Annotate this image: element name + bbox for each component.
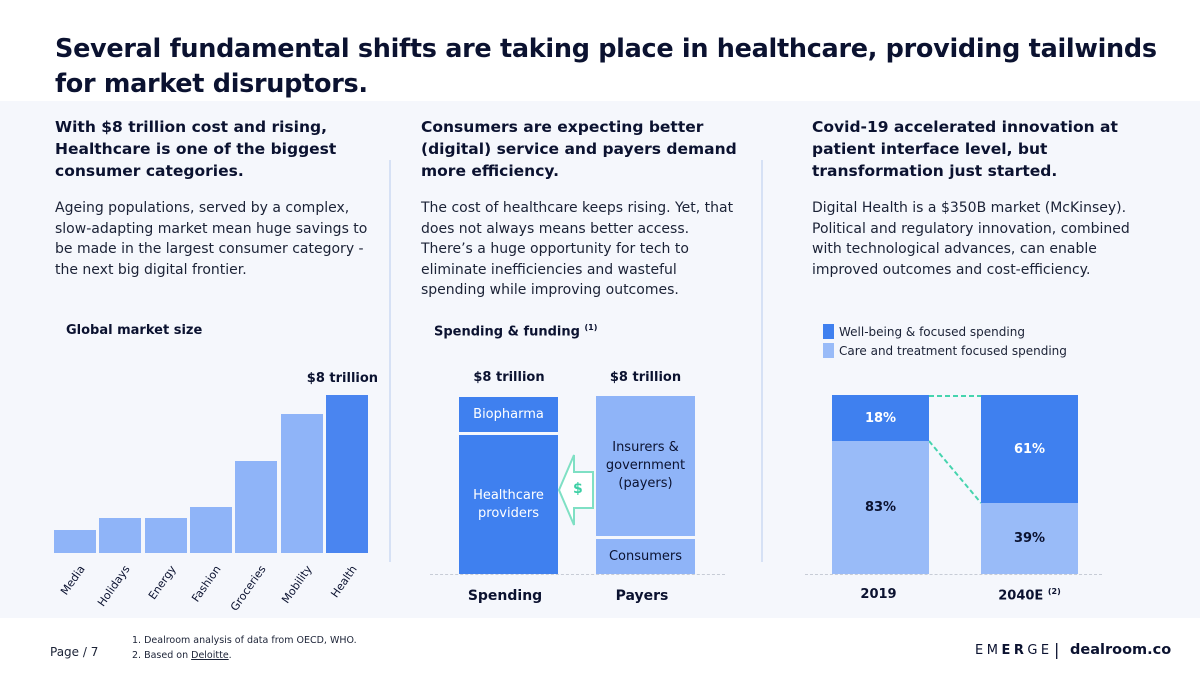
payers-total-label: $8 trillion [609, 370, 682, 385]
column-divider [761, 160, 763, 562]
column-1-heading: With $8 trillion cost and rising, Health… [55, 118, 337, 180]
legend-label-wellbeing: Well-being & focused spending [839, 324, 1025, 339]
healthcare-providers-label: Healthcare providers [473, 487, 544, 521]
bar-media [54, 529, 96, 553]
legend-swatch-wellbeing [823, 324, 834, 339]
footnotes: 1. Dealroom analysis of data from OECD, … [132, 633, 357, 663]
chart-1-title: Global market size [66, 323, 203, 338]
money-flow-arrow-icon [557, 454, 594, 526]
consumers-segment: Consumers [596, 539, 695, 574]
bar-2019-care: 83% [832, 441, 929, 574]
bar-energy [144, 518, 187, 553]
chart-2-title: Spending & funding (1) [434, 323, 597, 339]
insurers-government-segment: Insurers & government (payers) [596, 396, 695, 536]
emerge-logo: EMERGE [975, 643, 1053, 658]
column-1-body: Ageing populations, served by a complex,… [55, 200, 368, 278]
biopharma-segment: Biopharma [459, 397, 558, 432]
legend-label-care: Care and treatment focused spending [839, 343, 1067, 358]
x-label-2040e-text: 2040E [998, 588, 1044, 604]
deloitte-link[interactable]: Deloitte [191, 650, 229, 661]
emerge-logo-part-2: ER [1001, 643, 1028, 658]
arrow-dollar-label: $ [573, 481, 583, 497]
bar-health [325, 395, 368, 553]
healthcare-providers-segment: Healthcare providers [459, 435, 558, 574]
bar-2040-wellbeing-label: 61% [1013, 441, 1046, 457]
column-3-heading: Covid-19 accelerated innovation at patie… [812, 118, 1118, 180]
bar-2040-care: 39% [981, 503, 1078, 574]
legend-item-care: Care and treatment focused spending [823, 343, 1067, 358]
column-2-heading: Consumers are expecting better (digital)… [421, 118, 737, 180]
logo-separator: | [1054, 640, 1060, 659]
x-label-2040e: 2040E (2) [981, 587, 1078, 603]
payers-axis-label: Payers [615, 588, 669, 604]
chart-2-baseline [430, 574, 725, 575]
column-3-body: Digital Health is a $350B market (McKins… [812, 200, 1130, 278]
legend-item-wellbeing: Well-being & focused spending [823, 324, 1025, 339]
insurers-government-label: Insurers & government (payers) [605, 440, 686, 491]
x-label-2019: 2019 [860, 587, 897, 602]
bar-fashion [189, 506, 232, 553]
dealroom-logo: dealroom.co [1070, 642, 1172, 658]
bar-holidays [99, 518, 142, 553]
page-title: Several fundamental shifts are taking pl… [55, 34, 1157, 99]
footnote-2-prefix: 2. Based on [132, 650, 192, 661]
growth-connector-lines [929, 395, 981, 504]
emerge-logo-part-3: GE [1027, 643, 1053, 658]
bar-2040-wellbeing: 61% [981, 395, 1078, 503]
footnote-2: 2. Based on Deloitte. [132, 648, 357, 663]
bar-2040-care-label: 39% [1013, 531, 1046, 546]
chart-2-title-footnote: (1) [584, 323, 598, 332]
column-divider [389, 160, 391, 562]
chart-3-baseline [805, 574, 1102, 575]
bar-2019-wellbeing-label: 18% [864, 410, 897, 426]
data-label-health: $8 trillion [306, 371, 379, 386]
bar-2019-care-label: 83% [864, 500, 897, 515]
bar-2019-wellbeing: 18% [832, 395, 929, 441]
biopharma-label: Biopharma [473, 406, 544, 422]
footnote-2-suffix: . [228, 650, 232, 661]
legend-swatch-care [823, 343, 834, 358]
page-number: Page / 7 [50, 645, 99, 659]
column-2-body: The cost of healthcare keeps rising. Yet… [421, 200, 734, 298]
chart-2-title-text: Spending & funding [434, 324, 580, 340]
spending-total-label: $8 trillion [473, 370, 545, 385]
x-label-2040e-footnote: (2) [1047, 587, 1061, 596]
bar-groceries [235, 460, 278, 553]
footnote-1: 1. Dealroom analysis of data from OECD, … [132, 635, 357, 646]
emerge-logo-part-1: EM [975, 643, 1002, 658]
bar-mobility [280, 414, 323, 553]
consumers-label: Consumers [608, 548, 683, 564]
spending-axis-label: Spending [467, 588, 543, 604]
